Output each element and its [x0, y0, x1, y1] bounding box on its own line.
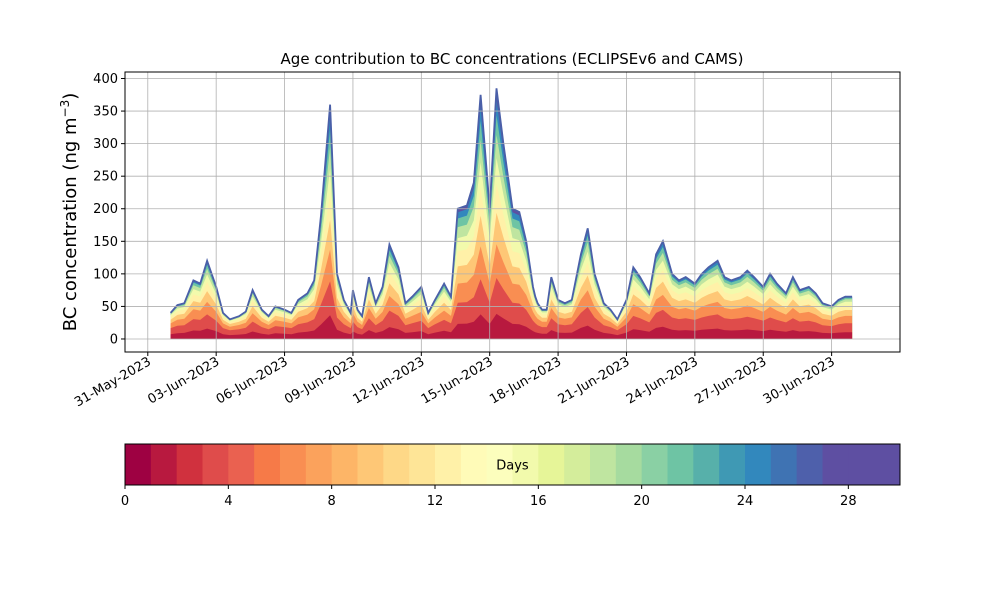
x-tick-label: 21-Jun-2023 — [556, 354, 633, 407]
colorbar-swatch — [512, 444, 539, 485]
y-tick-label: 100 — [93, 267, 118, 282]
chart-title: Age contribution to BC concentrations (E… — [281, 50, 744, 68]
colorbar: 0 4 8 12 16 20 24 28 Days — [121, 443, 901, 509]
colorbar-swatch — [280, 444, 307, 485]
y-axis: 0 50 100 150 200 250 300 350 400 — [93, 72, 125, 347]
colorbar-swatch — [409, 444, 436, 485]
colorbar-swatch — [486, 444, 513, 485]
y-tick-label: 350 — [93, 105, 118, 120]
x-tick-label: 27-Jun-2023 — [692, 354, 769, 407]
x-tick-label: 03-Jun-2023 — [145, 354, 222, 407]
plot-frame — [124, 71, 901, 353]
x-tick-label: 24-Jun-2023 — [624, 354, 701, 407]
colorbar-swatch — [822, 444, 849, 485]
y-tick-label: 200 — [93, 202, 118, 217]
colorbar-swatch — [848, 444, 875, 485]
colorbar-tick-label: 0 — [121, 494, 129, 509]
x-tick-label: 31-May-2023 — [72, 354, 154, 410]
colorbar-swatch — [641, 444, 668, 485]
age-band-area — [170, 244, 853, 339]
age-band-area — [170, 184, 853, 339]
colorbar-swatch — [357, 444, 384, 485]
y-tick-label: 0 — [110, 332, 118, 347]
colorbar-tick-label: 16 — [530, 494, 547, 509]
y-axis-label: BC concentration (ng m−3) — [58, 93, 81, 332]
y-tick-label: 50 — [101, 300, 118, 315]
colorbar-swatch — [176, 444, 203, 485]
colorbar-tick-label: 4 — [224, 494, 232, 509]
x-tick-label: 12-Jun-2023 — [351, 354, 428, 407]
y-axis-label-main: BC concentration (ng m — [60, 117, 81, 331]
colorbar-swatch — [719, 444, 746, 485]
colorbar-swatch — [667, 444, 694, 485]
colorbar-swatch — [383, 444, 410, 485]
y-tick-label: 400 — [93, 72, 118, 87]
y-axis-label-close: ) — [60, 93, 81, 100]
x-tick-label: 15-Jun-2023 — [419, 354, 496, 407]
colorbar-tick-label: 12 — [427, 494, 444, 509]
y-axis-label-exponent: −3 — [58, 100, 72, 118]
colorbar-frame — [124, 443, 901, 486]
colorbar-swatch — [745, 444, 772, 485]
total-series-line — [169, 88, 853, 322]
x-tick-label: 18-Jun-2023 — [487, 354, 564, 407]
age-band-area — [170, 212, 853, 339]
colorbar-swatch — [590, 444, 617, 485]
colorbar-swatch — [254, 444, 281, 485]
colorbar-swatch — [228, 444, 255, 485]
colorbar-swatch — [460, 444, 488, 485]
age-band-area — [170, 278, 853, 339]
colorbar-swatch — [435, 444, 462, 485]
colorbar-tick-label: 20 — [633, 494, 650, 509]
grid — [124, 71, 901, 353]
y-tick-label: 250 — [93, 170, 118, 185]
colorbar-swatch — [150, 444, 178, 485]
colorbar-swatch — [305, 444, 333, 485]
colorbar-swatch — [564, 444, 591, 485]
colorbar-tick-label: 28 — [840, 494, 857, 509]
colorbar-tick-label: 8 — [328, 494, 336, 509]
colorbar-swatch — [125, 444, 152, 485]
x-tick-label: 30-Jun-2023 — [761, 354, 838, 407]
colorbar-swatch — [796, 444, 823, 485]
y-tick-label: 300 — [93, 137, 118, 152]
colorbar-swatch — [874, 444, 901, 485]
colorbar-label: Days — [496, 459, 529, 474]
colorbar-swatch — [615, 444, 643, 485]
colorbar-swatch — [202, 444, 229, 485]
colorbar-swatch — [331, 444, 358, 485]
colorbar-swatch — [538, 444, 565, 485]
colorbar-swatch — [693, 444, 720, 485]
x-axis: 31-May-202303-Jun-202306-Jun-202309-Jun-… — [72, 352, 838, 410]
x-tick-label: 09-Jun-2023 — [282, 354, 359, 407]
y-tick-label: 150 — [93, 235, 118, 250]
colorbar-swatch — [770, 444, 798, 485]
x-tick-label: 06-Jun-2023 — [214, 354, 291, 407]
colorbar-tick-label: 24 — [737, 494, 754, 509]
age-band-area — [170, 313, 853, 339]
plot-area — [169, 88, 853, 340]
